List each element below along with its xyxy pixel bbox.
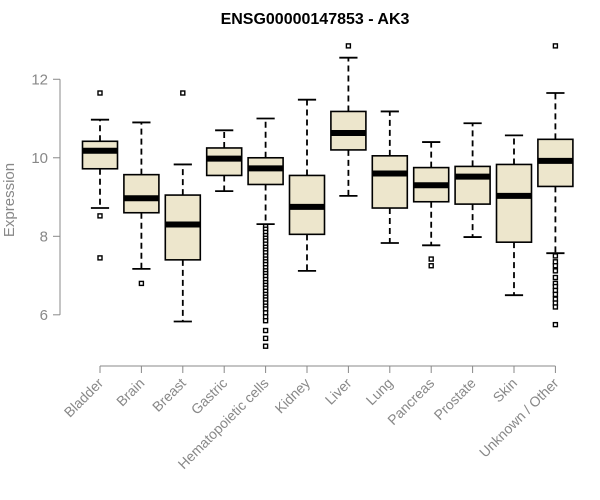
x-tick-label: Kidney	[272, 375, 314, 417]
outlier-point	[180, 90, 186, 96]
outlier-point	[552, 304, 559, 310]
box-iqr	[371, 155, 409, 209]
x-tick-label: Prostate	[431, 375, 479, 423]
outlier-point	[262, 335, 269, 342]
x-tick-label: Unknown / Other	[476, 375, 562, 461]
outlier-point	[138, 280, 145, 287]
x-tick-label: Bladder	[61, 375, 107, 421]
x-tick-label: Liver	[322, 375, 355, 408]
outlier-point	[552, 268, 559, 274]
box-iqr	[81, 140, 119, 170]
boxes-layer	[81, 43, 574, 349]
y-tick-label: 12	[31, 71, 48, 88]
outlier-point	[552, 321, 559, 328]
box-iqr	[454, 165, 491, 205]
box-iqr	[123, 173, 160, 214]
box-group	[412, 141, 450, 269]
box-iqr	[495, 163, 533, 243]
x-tick-label: Breast	[149, 375, 189, 415]
chart-title: ENSG00000147853 - AK3	[221, 11, 410, 28]
outlier-point	[97, 90, 103, 96]
box-group	[205, 129, 243, 193]
outlier-point	[552, 253, 559, 259]
y-tick-label: 8	[40, 228, 48, 245]
outlier-point	[97, 255, 103, 261]
y-tick-label: 6	[40, 307, 48, 324]
box-iqr	[205, 147, 243, 177]
outlier-point	[262, 318, 269, 324]
outlier-point	[262, 343, 269, 349]
outlier-point	[552, 43, 559, 49]
x-tick-label: Brain	[113, 375, 147, 409]
y-axis-label: Expression	[1, 163, 18, 237]
box-group	[454, 122, 491, 238]
outlier-point	[428, 263, 434, 269]
box-group	[123, 121, 160, 287]
box-group	[247, 117, 284, 349]
outlier-point	[262, 327, 269, 334]
x-tick-label: Lung	[363, 375, 396, 408]
outlier-point	[552, 263, 559, 269]
outlier-point	[345, 43, 352, 49]
x-tick-label: Skin	[490, 375, 521, 406]
outlier-point	[552, 291, 559, 298]
box-group	[288, 98, 326, 272]
box-group	[81, 90, 119, 261]
box-group	[164, 90, 202, 323]
outlier-point	[552, 274, 559, 281]
outlier-point	[97, 213, 103, 219]
y-axis: 6 8 10 12	[31, 71, 61, 324]
box-group	[371, 110, 409, 244]
box-group	[330, 43, 367, 197]
outlier-point	[428, 256, 434, 262]
box-group	[537, 43, 574, 328]
box-group	[495, 134, 533, 297]
y-tick-label: 10	[31, 150, 48, 167]
